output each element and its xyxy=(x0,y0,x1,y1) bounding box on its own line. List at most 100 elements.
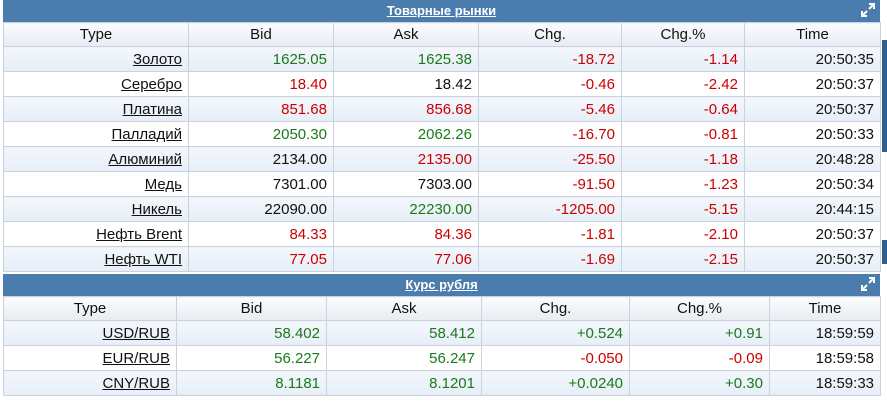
chg-cell: +0.0240 xyxy=(481,370,630,396)
time-cell: 20:50:37 xyxy=(744,246,881,272)
commodities-header: Товарные рынки xyxy=(3,0,880,22)
table-row: Нефть WTI 77.05 77.06 -1.69 -2.15 20:50:37 xyxy=(3,246,881,272)
type-cell: Алюминий xyxy=(3,146,189,172)
time-cell: 20:50:37 xyxy=(744,221,881,247)
rub-header: Курс рубля xyxy=(3,274,880,296)
column-header-chg-pct: Chg.% xyxy=(629,296,770,321)
rub-table: Type Bid Ask Chg. Chg.% Time USD/RUB 58.4… xyxy=(3,296,881,396)
chg-pct-cell: -2.10 xyxy=(621,221,745,247)
instrument-link[interactable]: Платина xyxy=(122,100,182,118)
commodities-table: Type Bid Ask Chg. Chg.% Time Золото 1625.… xyxy=(3,22,881,272)
type-cell: Палладий xyxy=(3,121,189,147)
table-row: Платина 851.68 856.68 -5.46 -0.64 20:50:37 xyxy=(3,96,881,122)
chg-cell: -1205.00 xyxy=(478,196,622,222)
bid-cell: 8.1181 xyxy=(176,370,327,396)
ask-cell: 18.42 xyxy=(333,71,479,97)
time-cell: 18:59:33 xyxy=(769,370,881,396)
instrument-link[interactable]: Никель xyxy=(131,200,182,218)
type-cell: Никель xyxy=(3,196,189,222)
type-cell: Нефть Brent xyxy=(3,221,189,247)
instrument-link[interactable]: Медь xyxy=(144,175,182,193)
chg-pct-cell: -2.42 xyxy=(621,71,745,97)
column-header-type: Type xyxy=(3,22,189,47)
bid-cell: 851.68 xyxy=(188,96,334,122)
chg-pct-cell: -1.23 xyxy=(621,171,745,197)
chg-pct-cell: +0.91 xyxy=(629,320,770,346)
chg-cell: -91.50 xyxy=(478,171,622,197)
chg-cell: +0.524 xyxy=(481,320,630,346)
column-header-time: Time xyxy=(769,296,881,321)
type-cell: EUR/RUB xyxy=(3,345,177,371)
chg-pct-cell: -1.14 xyxy=(621,46,745,72)
table-row: CNY/RUB 8.1181 8.1201 +0.0240 +0.30 18:59:33 xyxy=(3,370,881,396)
instrument-link[interactable]: Нефть Brent xyxy=(96,225,182,243)
chg-cell: -16.70 xyxy=(478,121,622,147)
chg-cell: -25.50 xyxy=(478,146,622,172)
right-edge-bar xyxy=(882,240,887,264)
time-cell: 18:59:59 xyxy=(769,320,881,346)
time-cell: 20:50:37 xyxy=(744,96,881,122)
ask-cell: 2062.26 xyxy=(333,121,479,147)
chg-pct-cell: -0.09 xyxy=(629,345,770,371)
time-cell: 20:50:37 xyxy=(744,71,881,97)
instrument-link[interactable]: USD/RUB xyxy=(102,324,170,342)
instrument-link[interactable]: Золото xyxy=(132,50,182,68)
column-header-ask: Ask xyxy=(333,22,479,47)
rub-title-link[interactable]: Курс рубля xyxy=(405,277,478,292)
column-header-chg: Chg. xyxy=(478,22,622,47)
chg-cell: -5.46 xyxy=(478,96,622,122)
bid-cell: 84.33 xyxy=(188,221,334,247)
column-header-chg: Chg. xyxy=(481,296,630,321)
table-row: Палладий 2050.30 2062.26 -16.70 -0.81 20:50:3… xyxy=(3,121,881,147)
chg-cell: -0.46 xyxy=(478,71,622,97)
instrument-link[interactable]: CNY/RUB xyxy=(102,374,170,392)
instrument-link[interactable]: Серебро xyxy=(121,75,182,93)
ask-cell: 2135.00 xyxy=(333,146,479,172)
column-header-ask: Ask xyxy=(326,296,482,321)
bid-cell: 77.05 xyxy=(188,246,334,272)
table-row: Никель 22090.00 22230.00 -1205.00 -5.15 20:44… xyxy=(3,196,881,222)
chg-cell: -0.050 xyxy=(481,345,630,371)
commodities-title-link[interactable]: Товарные рынки xyxy=(386,3,497,18)
expand-icon[interactable] xyxy=(861,3,875,17)
ask-cell: 58.412 xyxy=(326,320,482,346)
time-cell: 20:44:15 xyxy=(744,196,881,222)
chg-cell: -1.81 xyxy=(478,221,622,247)
bid-cell: 18.40 xyxy=(188,71,334,97)
instrument-link[interactable]: Алюминий xyxy=(108,150,182,168)
type-cell: USD/RUB xyxy=(3,320,177,346)
bid-cell: 58.402 xyxy=(176,320,327,346)
time-cell: 20:50:33 xyxy=(744,121,881,147)
instrument-link[interactable]: Нефть WTI xyxy=(104,250,182,268)
bid-cell: 22090.00 xyxy=(188,196,334,222)
ask-cell: 7303.00 xyxy=(333,171,479,197)
instrument-link[interactable]: Палладий xyxy=(111,125,182,143)
chg-pct-cell: -0.81 xyxy=(621,121,745,147)
table-row: Золото 1625.05 1625.38 -18.72 -1.14 20:50:35 xyxy=(3,46,881,72)
commodities-panel: Товарные рынки Type Bid Ask Chg. Chg.% T… xyxy=(3,0,881,272)
column-header-chg-pct: Chg.% xyxy=(621,22,745,47)
column-header-bid: Bid xyxy=(188,22,334,47)
chg-pct-cell: +0.30 xyxy=(629,370,770,396)
type-cell: CNY/RUB xyxy=(3,370,177,396)
ask-cell: 56.247 xyxy=(326,345,482,371)
expand-icon[interactable] xyxy=(861,277,875,291)
table-row: EUR/RUB 56.227 56.247 -0.050 -0.09 18:59:58 xyxy=(3,345,881,371)
bid-cell: 2050.30 xyxy=(188,121,334,147)
chg-cell: -1.69 xyxy=(478,246,622,272)
column-header-bid: Bid xyxy=(176,296,327,321)
chg-pct-cell: -0.64 xyxy=(621,96,745,122)
rub-panel: Курс рубля Type Bid Ask Chg. Chg.% Time … xyxy=(3,274,881,396)
column-header-type: Type xyxy=(3,296,177,321)
rub-header-row: Type Bid Ask Chg. Chg.% Time xyxy=(3,296,881,321)
table-row: Серебро 18.40 18.42 -0.46 -2.42 20:50:37 xyxy=(3,71,881,97)
table-row: Медь 7301.00 7303.00 -91.50 -1.23 20:50:34 xyxy=(3,171,881,197)
type-cell: Платина xyxy=(3,96,189,122)
time-cell: 20:48:28 xyxy=(744,146,881,172)
ask-cell: 22230.00 xyxy=(333,196,479,222)
chg-cell: -18.72 xyxy=(478,46,622,72)
instrument-link[interactable]: EUR/RUB xyxy=(102,349,170,367)
bid-cell: 2134.00 xyxy=(188,146,334,172)
ask-cell: 1625.38 xyxy=(333,46,479,72)
table-row: Нефть Brent 84.33 84.36 -1.81 -2.10 20:50:37 xyxy=(3,221,881,247)
